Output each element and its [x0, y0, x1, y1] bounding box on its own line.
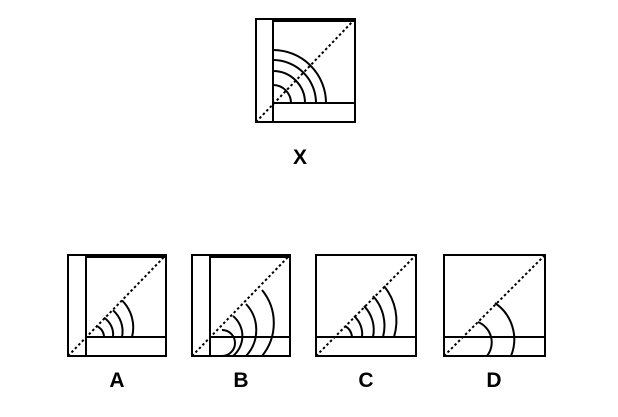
- option-b-arc-4: [261, 289, 275, 357]
- option-d-frame: [443, 254, 546, 357]
- figure-x-label: X: [292, 146, 307, 169]
- option-b-arc-1: [221, 329, 236, 357]
- figure-x-arc-2: [272, 70, 306, 104]
- option-a-figure[interactable]: [67, 254, 167, 357]
- option-a-arc-3: [112, 309, 124, 338]
- option-d-diagonal: [443, 254, 546, 357]
- figure-x: [255, 18, 356, 123]
- option-a-arc-1: [95, 324, 105, 338]
- option-d-arc-1: [477, 321, 493, 357]
- option-c-arc-5: [383, 285, 398, 338]
- option-b-diagonal: [191, 254, 291, 357]
- option-b-arc-3: [245, 303, 258, 357]
- option-b-arc-2: [232, 315, 244, 357]
- option-c-arc-4: [372, 295, 386, 338]
- option-c-arc-3: [363, 305, 375, 338]
- option-c-arc-1: [344, 325, 353, 338]
- figure-x-arc-3: [272, 59, 317, 104]
- figure-x-arc-4: [272, 49, 327, 104]
- option-a-diagonal: [67, 254, 167, 357]
- option-d-label[interactable]: D: [486, 369, 502, 392]
- figure-x-diagonal: [255, 18, 356, 123]
- option-a-arc-2: [103, 316, 115, 338]
- figure-x-arc-1: [272, 84, 292, 104]
- option-a-label[interactable]: A: [109, 369, 125, 392]
- option-c-frame: [315, 254, 417, 357]
- option-d-arc-2: [494, 302, 516, 357]
- option-c-diagonal: [315, 254, 417, 357]
- option-b-label[interactable]: B: [233, 369, 249, 392]
- option-c-label[interactable]: C: [358, 369, 374, 392]
- option-c-figure[interactable]: [315, 254, 417, 357]
- option-c-arc-2: [353, 315, 364, 338]
- option-b-figure[interactable]: [191, 254, 291, 357]
- option-a-arc-4: [121, 299, 135, 338]
- option-d-figure[interactable]: [443, 254, 546, 357]
